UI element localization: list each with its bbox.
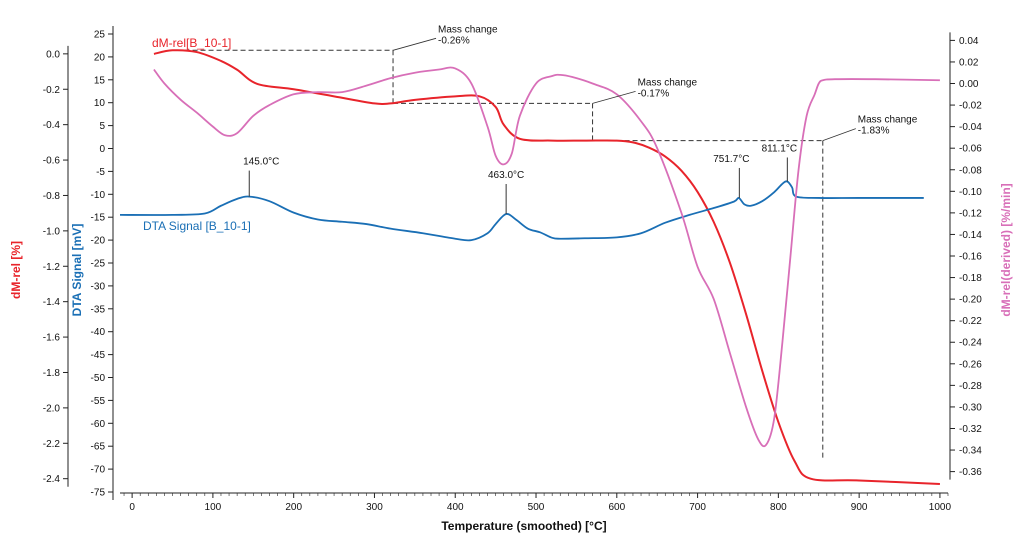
right-tick-label: -0.28	[959, 381, 982, 392]
x-tick-label: 100	[205, 502, 222, 513]
right-tick-label: -0.18	[959, 273, 982, 284]
right-tick-label: -0.24	[959, 338, 982, 349]
mid-tick-label: -40	[91, 327, 106, 338]
mass-change-value: -1.83%	[858, 126, 890, 137]
mass-change-value: -0.26%	[438, 35, 470, 46]
series-line	[119, 180, 924, 242]
left-tick-label: 0.0	[46, 49, 60, 60]
mid-tick-label: -25	[91, 259, 106, 270]
left-axis-title: dM-rel [%]	[9, 241, 23, 299]
left-tick-label: -2.0	[43, 403, 61, 414]
right-tick-label: -0.32	[959, 424, 982, 435]
right-tick-label: -0.16	[959, 252, 982, 263]
left-tick-label: -1.4	[43, 297, 61, 308]
mass-change-title: Mass change	[638, 77, 698, 88]
mid-tick-label: 15	[94, 75, 106, 86]
x-tick-label: 400	[447, 502, 464, 513]
mid-tick-label: -15	[91, 213, 106, 224]
mid-tick-label: -70	[91, 465, 106, 476]
mid-tick-label: 10	[94, 98, 106, 109]
mid-tick-label: 0	[99, 144, 105, 155]
right-tick-label: -0.06	[959, 144, 982, 155]
right-tick-label: -0.20	[959, 295, 982, 306]
mid-tick-label: -35	[91, 304, 106, 315]
right-tick-label: 0.02	[959, 57, 979, 68]
series-line	[153, 49, 940, 485]
mid-tick-label: 20	[94, 52, 106, 63]
right-tick-label: -0.10	[959, 187, 982, 198]
mid-tick-label: -30	[91, 281, 106, 292]
right-tick-label: -0.22	[959, 316, 982, 327]
mid-axis-title: DTA Signal [mV]	[70, 224, 84, 317]
mid-tick-label: -65	[91, 442, 106, 453]
right-tick-label: -0.30	[959, 402, 982, 413]
right-tick-label: 0.00	[959, 79, 979, 90]
mid-tick-label: -75	[91, 488, 106, 499]
mid-tick-label: -50	[91, 373, 106, 384]
right-tick-label: -0.02	[959, 101, 982, 112]
right-tick-label: 0.04	[959, 36, 979, 47]
mid-tick-label: -45	[91, 350, 106, 361]
x-tick-label: 700	[689, 502, 706, 513]
x-tick-label: 0	[129, 502, 135, 513]
right-tick-label: -0.08	[959, 165, 982, 176]
x-tick-label: 600	[608, 502, 625, 513]
left-tick-label: -0.2	[43, 85, 61, 96]
left-tick-label: -0.8	[43, 191, 61, 202]
x-tick-label: 900	[851, 502, 868, 513]
right-tick-label: -0.04	[959, 122, 982, 133]
x-tick-label: 800	[770, 502, 787, 513]
x-tick-label: 300	[366, 502, 383, 513]
x-tick-label: 200	[285, 502, 302, 513]
mid-tick-label: -60	[91, 419, 106, 430]
right-axis-title: dM-rel(derived) [%/min]	[999, 183, 1013, 316]
left-tick-label: -1.0	[43, 226, 61, 237]
series-label: DTA Signal [B_10-1]	[143, 219, 251, 233]
left-tick-label: -2.2	[43, 439, 61, 450]
x-axis-title: Temperature (smoothed) [°C]	[441, 519, 606, 533]
mass-change-leader	[822, 128, 856, 141]
right-tick-label: -0.36	[959, 467, 982, 478]
peak-label: 145.0°C	[243, 157, 279, 168]
mid-tick-label: 5	[99, 121, 105, 132]
peak-label: 811.1°C	[762, 143, 798, 154]
right-tick-label: -0.26	[959, 359, 982, 370]
right-tick-label: -0.34	[959, 446, 982, 457]
left-tick-label: -1.6	[43, 333, 61, 344]
mid-tick-label: -20	[91, 236, 106, 247]
left-tick-label: -0.6	[43, 156, 61, 167]
peak-label: 751.7°C	[713, 154, 749, 165]
mass-change-title: Mass change	[438, 24, 498, 35]
mid-tick-label: -10	[91, 190, 106, 201]
mid-tick-label: -5	[96, 167, 105, 178]
right-tick-label: -0.14	[959, 230, 982, 241]
series-line	[153, 66, 940, 448]
mid-tick-label: 25	[94, 30, 106, 41]
mass-change-leader	[392, 37, 437, 51]
left-tick-label: -1.2	[43, 262, 61, 273]
left-tick-label: -2.4	[43, 474, 61, 485]
left-tick-label: -1.8	[43, 368, 61, 379]
series-label: dM-rel[B_10-1]	[152, 36, 231, 50]
mid-tick-label: -55	[91, 396, 106, 407]
mass-change-title: Mass change	[858, 115, 918, 126]
x-tick-label: 500	[528, 502, 545, 513]
left-tick-label: -0.4	[43, 120, 61, 131]
right-tick-label: -0.12	[959, 208, 982, 219]
mass-change-leader	[592, 91, 636, 104]
peak-label: 463.0°C	[488, 170, 524, 181]
mass-change-value: -0.17%	[638, 88, 670, 99]
x-tick-label: 1000	[929, 502, 952, 513]
